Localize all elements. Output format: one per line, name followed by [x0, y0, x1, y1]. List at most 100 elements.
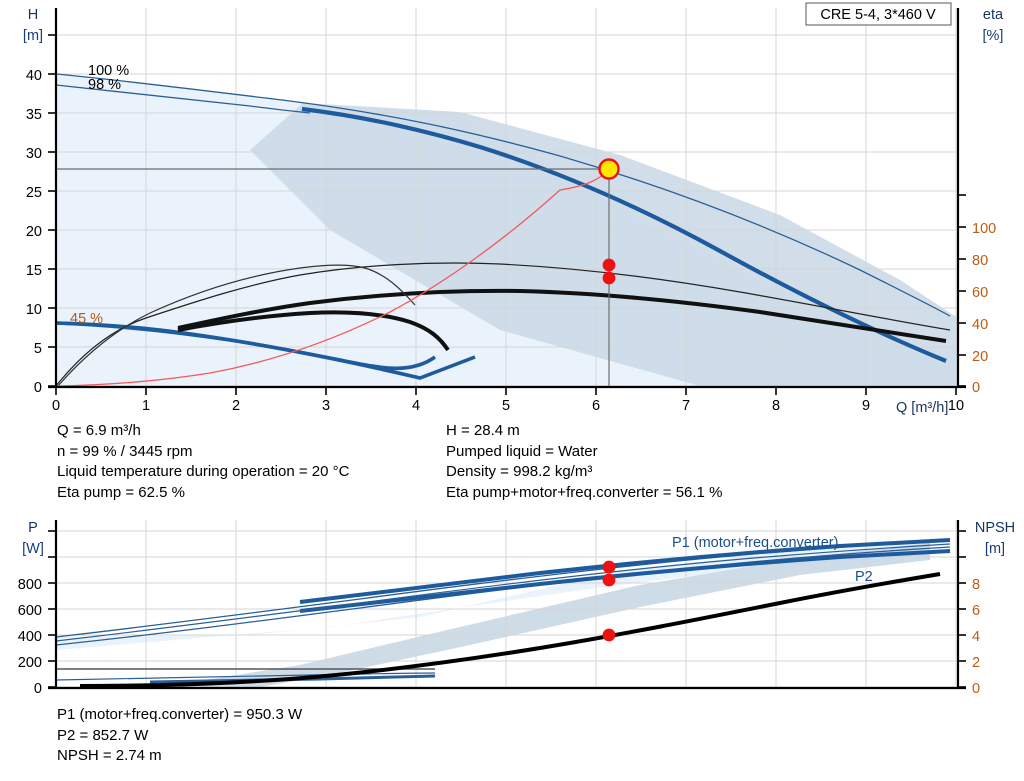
markers-group: [598, 158, 620, 285]
y-right-axis-title: eta: [983, 7, 1004, 23]
info-n: n = 99 % / 3445 rpm: [57, 442, 193, 460]
axes-group: [48, 8, 966, 389]
head-eta-svg: H [m] eta [%] Q [m³/h] 0 5 10 15 20 25 3…: [23, 2, 1004, 415]
x-ticks: [55, 387, 957, 395]
y-right-ticks-bottom: [958, 530, 966, 688]
curves-group: [56, 73, 951, 387]
eta-curve-duty: [177, 288, 947, 343]
head-curve-98pct: [56, 84, 311, 114]
info-temp: Liquid temperature during operation = 20…: [57, 463, 350, 480]
y-right-tick-20: 20: [972, 349, 988, 365]
p2-series-label: P2: [855, 569, 873, 585]
y-right-tick-60: 60: [972, 285, 988, 301]
eta-total-curve-duty: [177, 310, 450, 352]
x-tick-labels: 0 1 2 3 4 5 6 7 8 9 10: [52, 398, 964, 414]
y-right-tick-labels: 0 20 40 60 80 100: [972, 221, 996, 396]
speed-label-100: 100 %: [88, 63, 129, 79]
y-left-axis-title-bottom: P: [28, 520, 38, 536]
x-tick-1: 1: [142, 398, 150, 414]
y-right-tick-40: 40: [972, 317, 988, 333]
title-box-label: CRE 5-4, 3*460 V: [820, 7, 936, 23]
p2-curve-duty: [299, 549, 951, 613]
eta-pump-marker: [602, 258, 616, 272]
npsh-tick-4: 4: [972, 629, 980, 645]
npsh-tick-8: 8: [972, 577, 980, 593]
head-curve-duty: [301, 106, 947, 363]
y-right-axis-unit-bottom: [m]: [985, 541, 1005, 557]
y-left-tick-labels-bottom: 0 200 400 600 800: [18, 577, 42, 697]
info-density: Density = 998.2 kg/m³: [446, 463, 593, 480]
p1-marker: [602, 560, 616, 574]
x-tick-2: 2: [232, 398, 240, 414]
operating-point-marker: [598, 158, 620, 180]
power-envelope-dark: [160, 543, 930, 687]
info-eta-pump: Eta pump = 62.5 %: [57, 483, 185, 501]
x-tick-0: 0: [52, 398, 60, 414]
speed-label-45: 45 %: [70, 311, 103, 327]
npsh-marker: [602, 628, 616, 642]
y-left-tick-labels: 0 5 10 15 20 25 30 35 40: [26, 68, 42, 396]
p-tick-200: 200: [18, 655, 42, 671]
x-axis-title: Q [m³/h]: [896, 400, 948, 415]
y-left-axis-unit-bottom: [W]: [22, 541, 44, 557]
info-q: Q = 6.9 m³/h: [57, 422, 141, 439]
x-tick-9: 9: [862, 398, 870, 414]
y-left-tick-5: 5: [34, 341, 42, 357]
x-tick-4: 4: [412, 398, 420, 414]
grid-lines: [55, 8, 958, 387]
y-left-axis-unit: [m]: [23, 28, 43, 44]
npsh-tick-6: 6: [972, 603, 980, 619]
p-tick-0: 0: [34, 681, 42, 697]
duty-info-right: H = 28.4 m Pumped liquid = Water Density…: [446, 421, 722, 503]
y-left-tick-0: 0: [34, 380, 42, 396]
p1-series-label: P1 (motor+freq.converter): [672, 535, 838, 551]
power-npsh-chart: P [W] NPSH [m] 0 200 400 600 800 0 2 4 6…: [0, 515, 1024, 705]
x-tick-10: 10: [948, 398, 964, 414]
x-tick-3: 3: [322, 398, 330, 414]
x-tick-7: 7: [682, 398, 690, 414]
y-right-ticks: [958, 194, 966, 387]
y-left-tick-40: 40: [26, 68, 42, 84]
power-curves-group: [56, 538, 951, 687]
speed-label-98: 98 %: [88, 77, 121, 93]
y-right-axis-title-bottom: NPSH: [975, 520, 1015, 536]
x-tick-6: 6: [592, 398, 600, 414]
y-left-tick-25: 25: [26, 185, 42, 201]
info-h: H = 28.4 m: [446, 422, 520, 439]
head-curve-100pct: [56, 73, 951, 317]
p-tick-400: 400: [18, 629, 42, 645]
eta-curve-100pct: [56, 262, 951, 387]
info-eta-total: Eta pump+motor+freq.converter = 56.1 %: [446, 483, 723, 501]
y-left-tick-15: 15: [26, 263, 42, 279]
duty-info-left: Q = 6.9 m³/h n = 99 % / 3445 rpm Liquid …: [57, 421, 349, 503]
npsh-tick-0: 0: [972, 681, 980, 697]
npsh-curve: [79, 572, 941, 687]
power-npsh-svg: P [W] NPSH [m] 0 200 400 600 800 0 2 4 6…: [18, 520, 1015, 697]
eta-total-marker: [602, 271, 616, 285]
system-curve: [57, 168, 610, 387]
y-right-tick-80: 80: [972, 253, 988, 269]
info-liquid: Pumped liquid = Water: [446, 442, 598, 460]
y-left-ticks: [48, 34, 56, 387]
p-tick-800: 800: [18, 577, 42, 593]
y-left-tick-30: 30: [26, 146, 42, 162]
y-left-tick-10: 10: [26, 302, 42, 318]
p1-curve-thin-b: [56, 543, 951, 642]
power-info: P1 (motor+freq.converter) = 950.3 W P2 =…: [57, 705, 302, 767]
info-p1: P1 (motor+freq.converter) = 950.3 W: [57, 706, 303, 723]
info-p2: P2 = 852.7 W: [57, 726, 149, 744]
power-markers: [602, 560, 616, 642]
x-tick-5: 5: [502, 398, 510, 414]
y-right-tick-labels-bottom: 0 2 4 6 8: [972, 577, 980, 697]
info-npsh: NPSH = 2.74 m: [57, 747, 162, 764]
title-box: CRE 5-4, 3*460 V: [805, 2, 952, 26]
y-right-tick-0: 0: [972, 380, 980, 396]
y-left-ticks-bottom: [48, 530, 56, 688]
head-eta-chart: H [m] eta [%] Q [m³/h] 0 5 10 15 20 25 3…: [23, 2, 1004, 415]
y-left-tick-35: 35: [26, 107, 42, 123]
x-tick-8: 8: [772, 398, 780, 414]
p2-marker: [602, 573, 616, 587]
y-right-tick-100: 100: [972, 221, 996, 237]
y-right-axis-unit: [%]: [983, 28, 1004, 44]
